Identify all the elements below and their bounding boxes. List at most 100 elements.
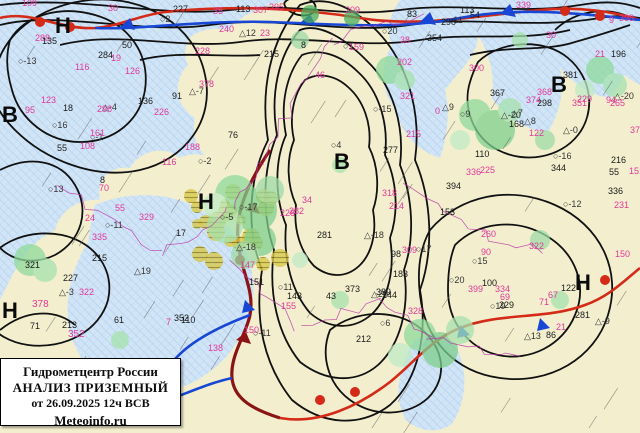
- svg-text:216: 216: [611, 155, 626, 165]
- svg-text:215: 215: [92, 253, 107, 263]
- svg-text:23: 23: [260, 28, 270, 38]
- svg-text:334: 334: [495, 284, 510, 294]
- svg-text:○20: ○20: [449, 275, 464, 285]
- svg-text:150: 150: [615, 249, 630, 259]
- svg-text:228: 228: [195, 46, 210, 56]
- svg-text:321: 321: [400, 91, 415, 101]
- svg-text:90: 90: [481, 247, 491, 257]
- svg-text:98: 98: [391, 249, 401, 259]
- svg-text:352: 352: [174, 313, 189, 323]
- svg-text:144: 144: [382, 290, 397, 300]
- svg-text:138: 138: [208, 343, 223, 353]
- svg-text:H: H: [55, 13, 71, 38]
- svg-text:54: 54: [470, 10, 480, 20]
- svg-text:378: 378: [199, 79, 214, 89]
- svg-text:△-18: △-18: [236, 242, 256, 252]
- svg-text:336: 336: [466, 167, 481, 177]
- svg-text:122: 122: [561, 283, 576, 293]
- svg-text:38: 38: [400, 35, 410, 45]
- svg-text:328: 328: [408, 306, 423, 316]
- svg-text:335: 335: [92, 232, 107, 242]
- svg-text:△-9: △-9: [595, 316, 610, 326]
- svg-text:△12: △12: [239, 28, 256, 38]
- svg-text:209: 209: [345, 5, 360, 15]
- svg-text:△-0: △-0: [563, 125, 578, 135]
- svg-text:321: 321: [25, 260, 40, 270]
- svg-text:136: 136: [138, 96, 153, 106]
- svg-text:55: 55: [609, 167, 619, 177]
- svg-text:43: 43: [326, 291, 336, 301]
- svg-text:344: 344: [551, 163, 566, 173]
- svg-text:116: 116: [162, 157, 176, 167]
- svg-text:231: 231: [614, 200, 629, 210]
- svg-text:214: 214: [389, 201, 404, 211]
- svg-text:H: H: [575, 270, 591, 295]
- svg-text:227: 227: [173, 4, 188, 14]
- svg-text:290: 290: [441, 17, 456, 27]
- svg-text:30: 30: [546, 30, 556, 40]
- svg-text:168: 168: [509, 119, 524, 129]
- svg-text:H: H: [2, 298, 18, 323]
- svg-text:213: 213: [62, 320, 77, 330]
- svg-text:122: 122: [529, 128, 544, 138]
- svg-text:277: 277: [383, 145, 398, 155]
- svg-text:123: 123: [41, 95, 56, 105]
- svg-text:378: 378: [32, 299, 49, 310]
- svg-text:309: 309: [402, 245, 417, 255]
- svg-text:188: 188: [185, 142, 200, 152]
- svg-text:153: 153: [440, 207, 455, 217]
- svg-text:339: 339: [516, 0, 531, 10]
- svg-text:76: 76: [228, 130, 238, 140]
- svg-text:161: 161: [90, 128, 105, 138]
- svg-text:322: 322: [529, 241, 544, 251]
- svg-text:318: 318: [382, 188, 397, 198]
- svg-text:○-11: ○-11: [105, 220, 123, 230]
- svg-text:398: 398: [619, 13, 634, 23]
- svg-text:147: 147: [240, 260, 255, 270]
- svg-text:368: 368: [537, 87, 552, 97]
- svg-text:159: 159: [349, 42, 364, 52]
- svg-text:30: 30: [108, 3, 118, 13]
- svg-text:240: 240: [219, 24, 234, 34]
- svg-text:155: 155: [281, 301, 296, 311]
- svg-text:B: B: [334, 149, 350, 174]
- svg-text:373: 373: [345, 284, 360, 294]
- svg-text:109: 109: [22, 0, 37, 8]
- svg-text:265: 265: [610, 98, 625, 108]
- svg-text:135: 135: [42, 36, 57, 46]
- svg-text:367: 367: [490, 88, 505, 98]
- svg-text:○17: ○17: [416, 244, 431, 254]
- svg-text:△9: △9: [442, 102, 454, 112]
- svg-text:322: 322: [79, 287, 94, 297]
- svg-text:95: 95: [25, 105, 35, 115]
- svg-text:18: 18: [63, 103, 73, 113]
- svg-text:113: 113: [236, 4, 250, 14]
- svg-text:17: 17: [176, 228, 186, 238]
- svg-text:212: 212: [356, 334, 371, 344]
- svg-text:○-2: ○-2: [198, 156, 211, 166]
- svg-text:260: 260: [481, 229, 496, 239]
- svg-text:143: 143: [287, 291, 302, 301]
- svg-text:300: 300: [469, 63, 484, 73]
- svg-text:○16: ○16: [52, 120, 67, 130]
- svg-text:298: 298: [537, 98, 552, 108]
- svg-text:399: 399: [468, 284, 483, 294]
- svg-text:100: 100: [482, 278, 497, 288]
- svg-text:○13: ○13: [48, 184, 63, 194]
- svg-text:50: 50: [122, 40, 132, 50]
- svg-text:150: 150: [244, 325, 259, 335]
- svg-text:215: 215: [264, 49, 279, 59]
- svg-text:B: B: [2, 102, 18, 127]
- svg-text:225: 225: [480, 165, 495, 175]
- svg-text:86: 86: [546, 330, 556, 340]
- svg-text:△-18: △-18: [364, 230, 384, 240]
- svg-text:△-3: △-3: [59, 287, 74, 297]
- svg-text:55: 55: [57, 143, 67, 153]
- svg-text:183: 183: [393, 269, 408, 279]
- svg-text:126: 126: [125, 66, 140, 76]
- svg-text:354: 354: [427, 33, 442, 43]
- svg-text:0: 0: [435, 106, 440, 116]
- svg-text:34: 34: [302, 195, 312, 205]
- svg-text:55: 55: [115, 203, 125, 213]
- svg-text:83: 83: [407, 9, 417, 19]
